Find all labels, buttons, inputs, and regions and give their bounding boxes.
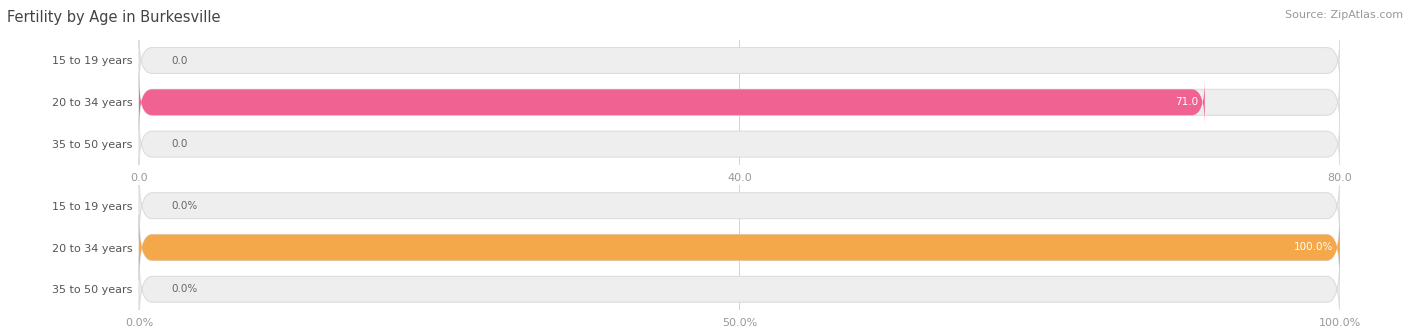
Text: 0.0: 0.0: [172, 55, 188, 65]
FancyBboxPatch shape: [139, 215, 1340, 280]
FancyBboxPatch shape: [139, 257, 1340, 321]
FancyBboxPatch shape: [139, 215, 1340, 280]
FancyBboxPatch shape: [139, 174, 1340, 238]
Text: 71.0: 71.0: [1175, 97, 1198, 107]
FancyBboxPatch shape: [139, 121, 1340, 167]
FancyBboxPatch shape: [139, 37, 1340, 83]
Text: Source: ZipAtlas.com: Source: ZipAtlas.com: [1285, 10, 1403, 20]
FancyBboxPatch shape: [139, 79, 1205, 125]
Text: 0.0%: 0.0%: [172, 284, 198, 294]
Text: 0.0%: 0.0%: [172, 201, 198, 211]
Text: 0.0: 0.0: [172, 139, 188, 149]
Text: Fertility by Age in Burkesville: Fertility by Age in Burkesville: [7, 10, 221, 25]
Text: 100.0%: 100.0%: [1294, 243, 1333, 252]
FancyBboxPatch shape: [139, 79, 1340, 125]
